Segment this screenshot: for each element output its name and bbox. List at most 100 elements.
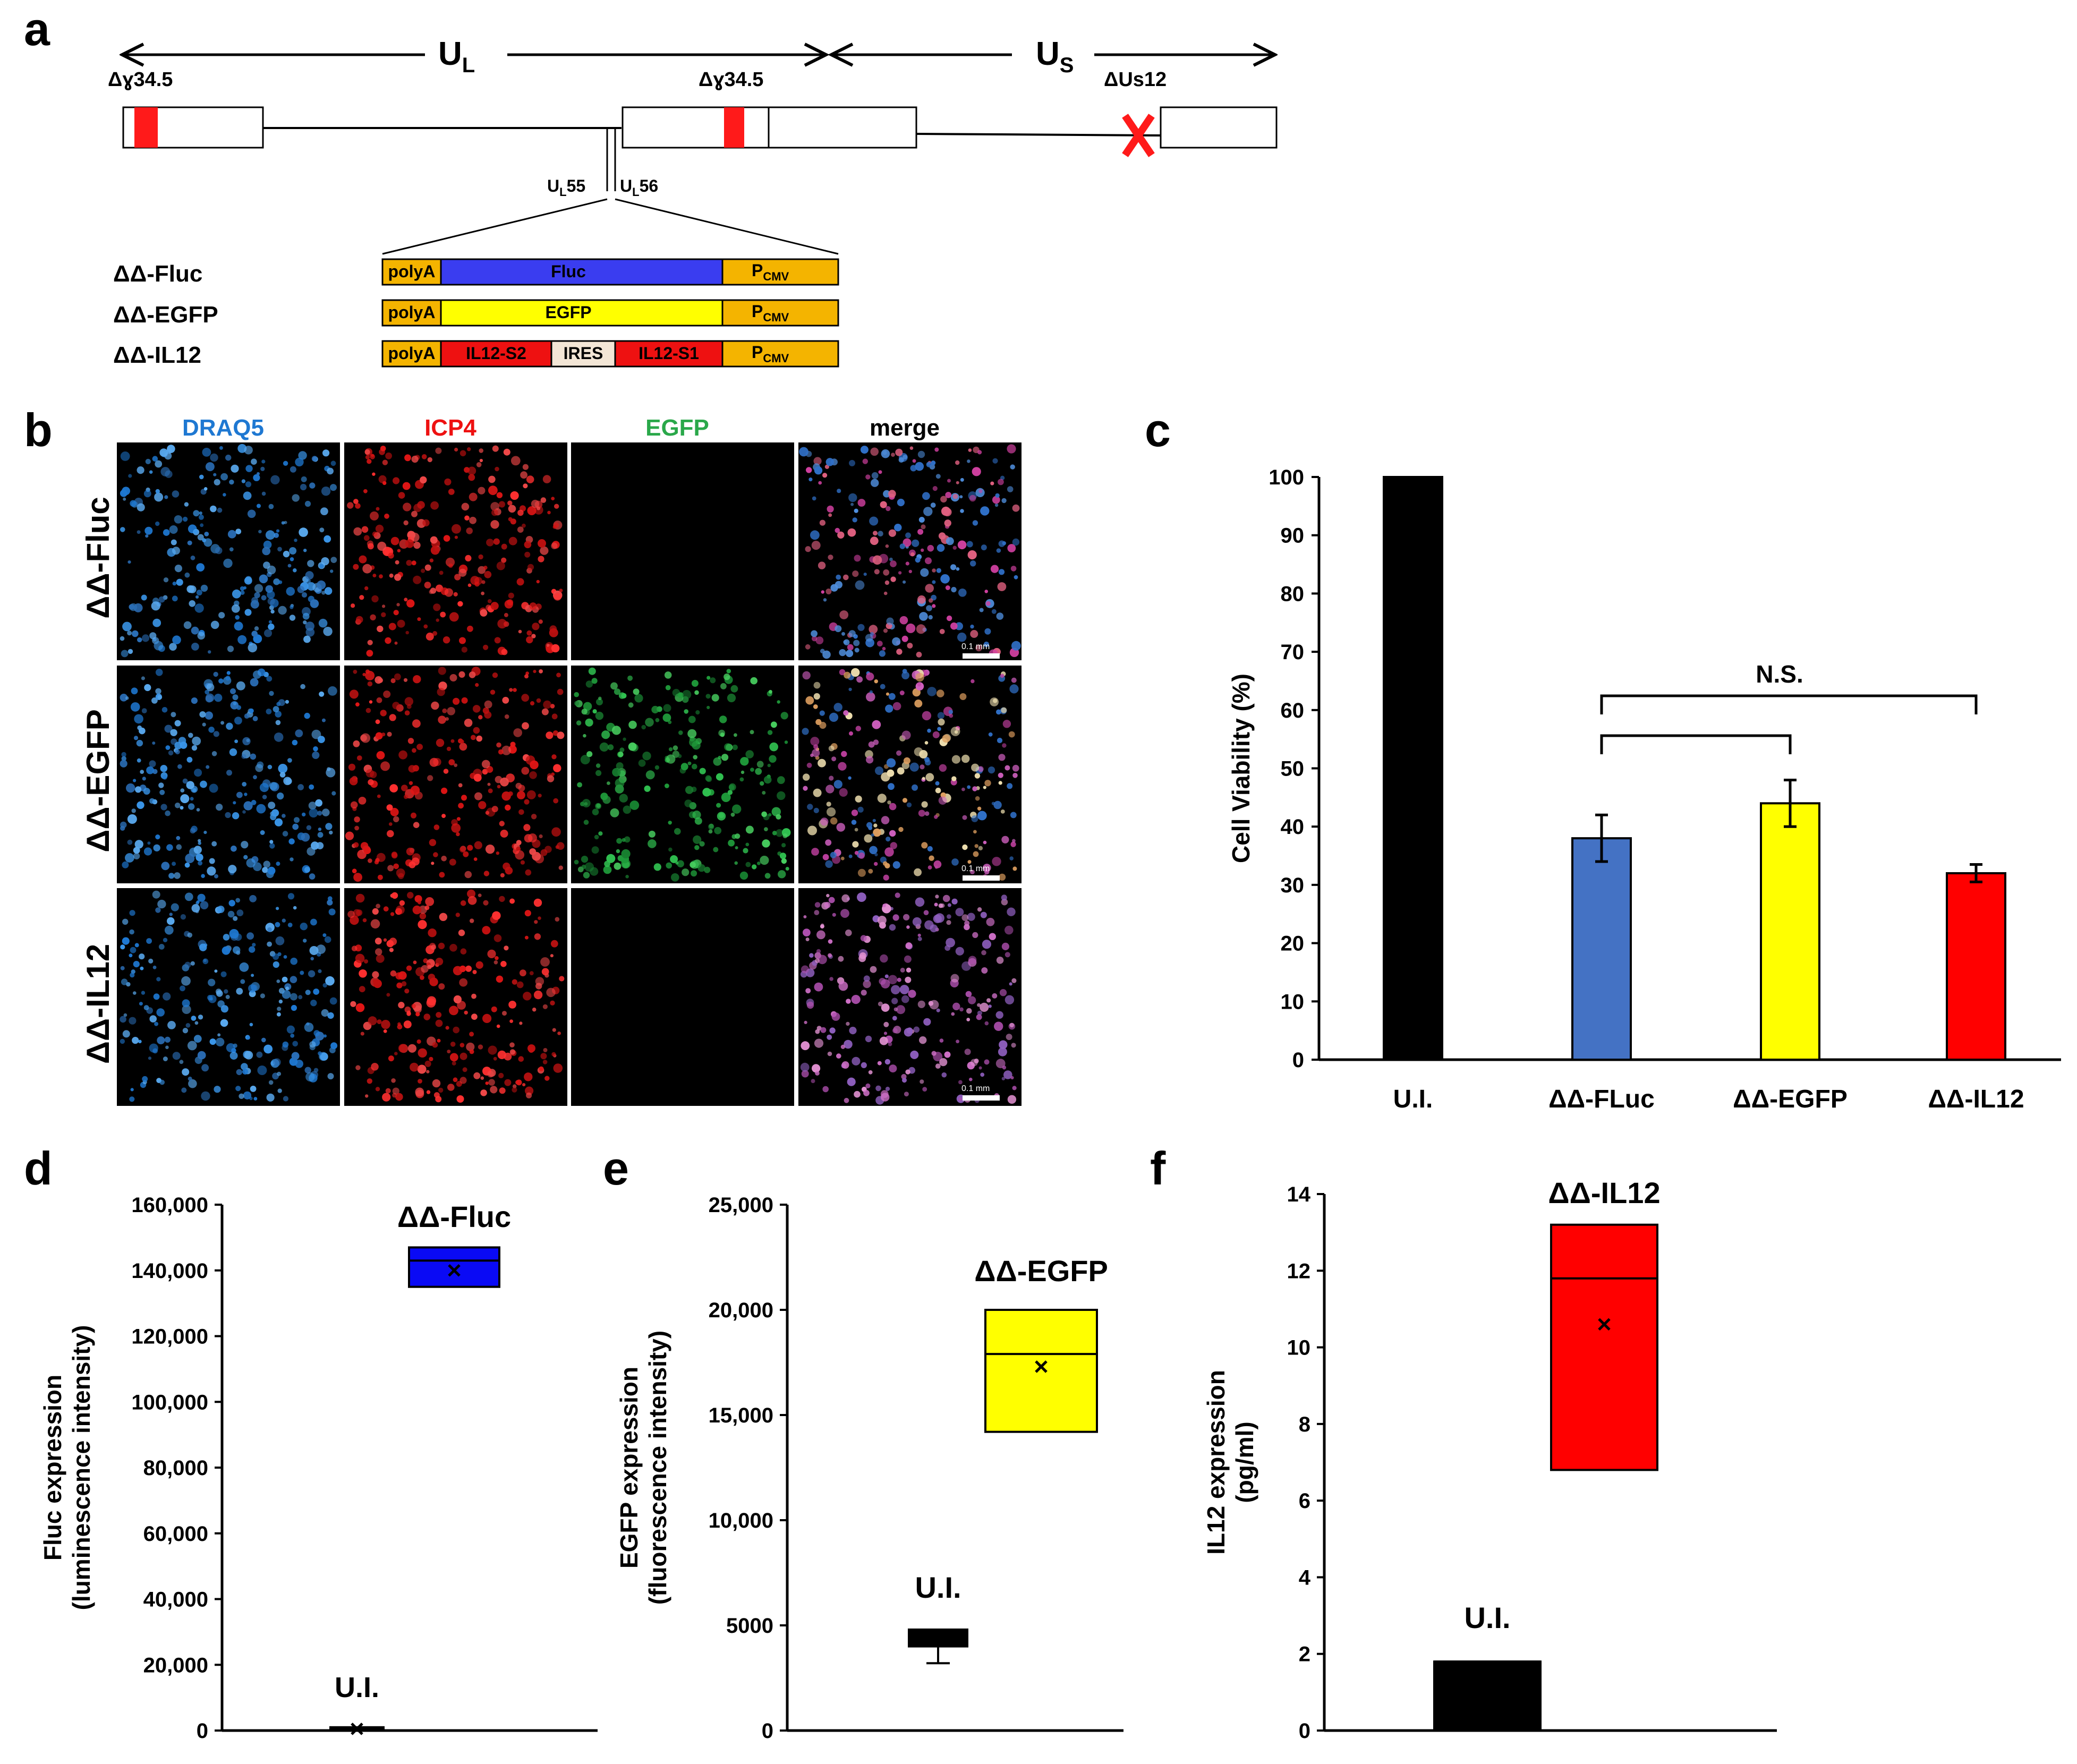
cmv-promoter-segment — [721, 299, 839, 327]
micrograph-egfp-row1 — [571, 442, 794, 660]
y-tick-label: 20,000 — [709, 1299, 773, 1322]
panel-d: d 0 20,000 40,000 60,000 80,000 100,000 120,00… — [24, 1142, 598, 1743]
svg-text:0.1 mm: 0.1 mm — [961, 642, 990, 651]
y-tick-label: 4 — [1299, 1566, 1311, 1589]
construct-name-egfp: ΔΔ-EGFP — [113, 302, 218, 328]
y-tick-label: 6 — [1299, 1489, 1310, 1513]
polya-label: polyA — [388, 262, 436, 281]
y-tick-label: 80 — [1281, 582, 1305, 606]
error-bar-4 — [1970, 863, 1982, 883]
y-tick-label: 120,000 — [131, 1325, 208, 1349]
box-2 — [1550, 1223, 1658, 1471]
significance-brackets — [1600, 694, 1978, 754]
box-1 — [908, 1628, 968, 1665]
insertion-label-ul55: UL55 — [547, 176, 585, 199]
cmv-promoter-segment — [721, 258, 839, 286]
il12-s2-label: IL12-S2 — [466, 344, 526, 363]
box-1 — [1433, 1660, 1542, 1732]
box-label-1: U.I. — [1464, 1601, 1510, 1634]
y-tick-label: 90 — [1281, 524, 1305, 548]
row-label-il12: ΔΔ-IL12 — [80, 944, 116, 1064]
ul-region-label: UL — [438, 36, 475, 77]
bar-4 — [1946, 872, 2006, 1061]
il12-expression-chart: 0 2 4 6 8 10 12 14 IL12 expression(pg/ml) U.I. ΔΔ-… — [1202, 1176, 1777, 1743]
micrograph-draq5-row2 — [117, 666, 340, 883]
construct-name-il12: ΔΔ-IL12 — [113, 342, 201, 368]
box-label-2: ΔΔ-Fluc — [397, 1200, 511, 1233]
y-tick-label: 5000 — [726, 1614, 773, 1638]
il12-s1-label: IL12-S1 — [639, 344, 699, 363]
us-region-label: US — [1036, 36, 1074, 77]
y-tick-label: 20 — [1281, 932, 1305, 956]
panel-c: c 0 10 20 30 40 50 60 70 80 90 100 Cell Viability (… — [1145, 404, 2061, 1113]
box-body — [1433, 1660, 1542, 1732]
y-tick-label: 10,000 — [709, 1509, 773, 1532]
y-tick-label: 0 — [197, 1719, 208, 1743]
box-label-1: U.I. — [915, 1571, 961, 1604]
polya-label: polyA — [388, 303, 436, 322]
y-axis-label: EGFP expression(fluorescence intensity) — [615, 1331, 671, 1605]
y-tick-label: 12 — [1287, 1259, 1311, 1283]
egfp-gene-segment — [440, 299, 723, 327]
us12-deletion-x-icon — [1122, 114, 1155, 157]
y-tick-label: 20,000 — [143, 1654, 208, 1677]
egfp-gene-label: EGFP — [545, 303, 591, 322]
panel-f: f 0 2 4 6 8 10 12 14 IL12 expression(pg/ml) U.I. Δ… — [1150, 1142, 1777, 1743]
ires-label: IRES — [564, 344, 603, 363]
y-tick-label: 80,000 — [143, 1456, 208, 1480]
bar-2 — [1571, 837, 1632, 1061]
category-label-1: U.I. — [1393, 1085, 1433, 1113]
error-bar-3 — [1784, 778, 1797, 828]
y-tick-label: 15,000 — [709, 1404, 773, 1427]
y-tick-label: 30 — [1281, 874, 1305, 897]
box-body — [984, 1309, 1098, 1433]
micrograph-egfp-row3 — [571, 888, 794, 1106]
panel-letter-e: e — [603, 1142, 629, 1195]
category-label-2: ΔΔ-FLuc — [1548, 1085, 1655, 1113]
cmv-promoter-label: PCMV — [752, 261, 789, 283]
box-label-2: ΔΔ-IL12 — [1548, 1176, 1660, 1209]
deletion-marker-2 — [724, 107, 744, 148]
y-tick-label: 140,000 — [131, 1259, 208, 1283]
micrograph-merge-row2 — [798, 666, 1022, 883]
box-body — [908, 1628, 968, 1648]
y-tick-label: 2 — [1299, 1643, 1310, 1666]
column-label-icp4: ICP4 — [424, 415, 476, 441]
zoom-line-right — [615, 198, 839, 255]
mean-marker-icon — [1035, 1360, 1048, 1373]
micrograph-merge-row3 — [798, 888, 1022, 1106]
cmv-promoter-label: PCMV — [752, 343, 789, 365]
construct-egfp: ΔΔ-EGFP polyA EGFP PCMV — [113, 299, 839, 328]
cmv-promoter-label: PCMV — [752, 302, 789, 324]
panel-e: e 0 5000 10,000 15,000 20,000 25,000 EGFP expr… — [603, 1142, 1123, 1743]
error-bar-2 — [1595, 813, 1608, 863]
category-label-4: ΔΔ-IL12 — [1928, 1085, 2024, 1113]
y-tick-label: 60 — [1281, 699, 1305, 722]
il12-s2-segment — [440, 340, 552, 368]
panel-a: a UL US Δɣ34.5 Δɣ34.5 ΔUs12 UL55 UL56 — [24, 3, 1276, 368]
significance-label: N.S. — [1756, 660, 1803, 688]
box-2 — [984, 1309, 1098, 1433]
y-tick-label: 25,000 — [709, 1194, 773, 1217]
fluc-expression-chart: 0 20,000 40,000 60,000 80,000 100,000 120,000 1… — [39, 1194, 598, 1743]
construct-fluc: ΔΔ-Fluc polyA Fluc PCMV — [113, 258, 839, 287]
zoom-line-left — [382, 198, 608, 255]
genome-line-us — [916, 133, 1161, 137]
micrograph-icp4-row3 — [344, 888, 567, 1106]
fluc-gene-label: Fluc — [551, 262, 586, 281]
column-label-egfp: EGFP — [645, 415, 709, 441]
y-tick-label: 160,000 — [131, 1194, 208, 1217]
y-tick-label: 14 — [1287, 1183, 1311, 1206]
svg-text:0.1 mm: 0.1 mm — [961, 1084, 990, 1093]
box-label-1: U.I. — [335, 1672, 379, 1703]
deletion-marker-1 — [134, 107, 158, 148]
y-tick-label: 100,000 — [131, 1391, 208, 1414]
micrograph-icp4-row1 — [344, 442, 567, 660]
micrograph-icp4-row2 — [344, 666, 567, 883]
panel-letter-b: b — [24, 404, 53, 456]
y-tick-label: 8 — [1299, 1413, 1310, 1436]
y-axis-label: IL12 expression(pg/ml) — [1202, 1370, 1258, 1555]
deletion-label-3: ΔUs12 — [1104, 69, 1167, 91]
micrograph-draq5-row1 — [117, 442, 340, 660]
